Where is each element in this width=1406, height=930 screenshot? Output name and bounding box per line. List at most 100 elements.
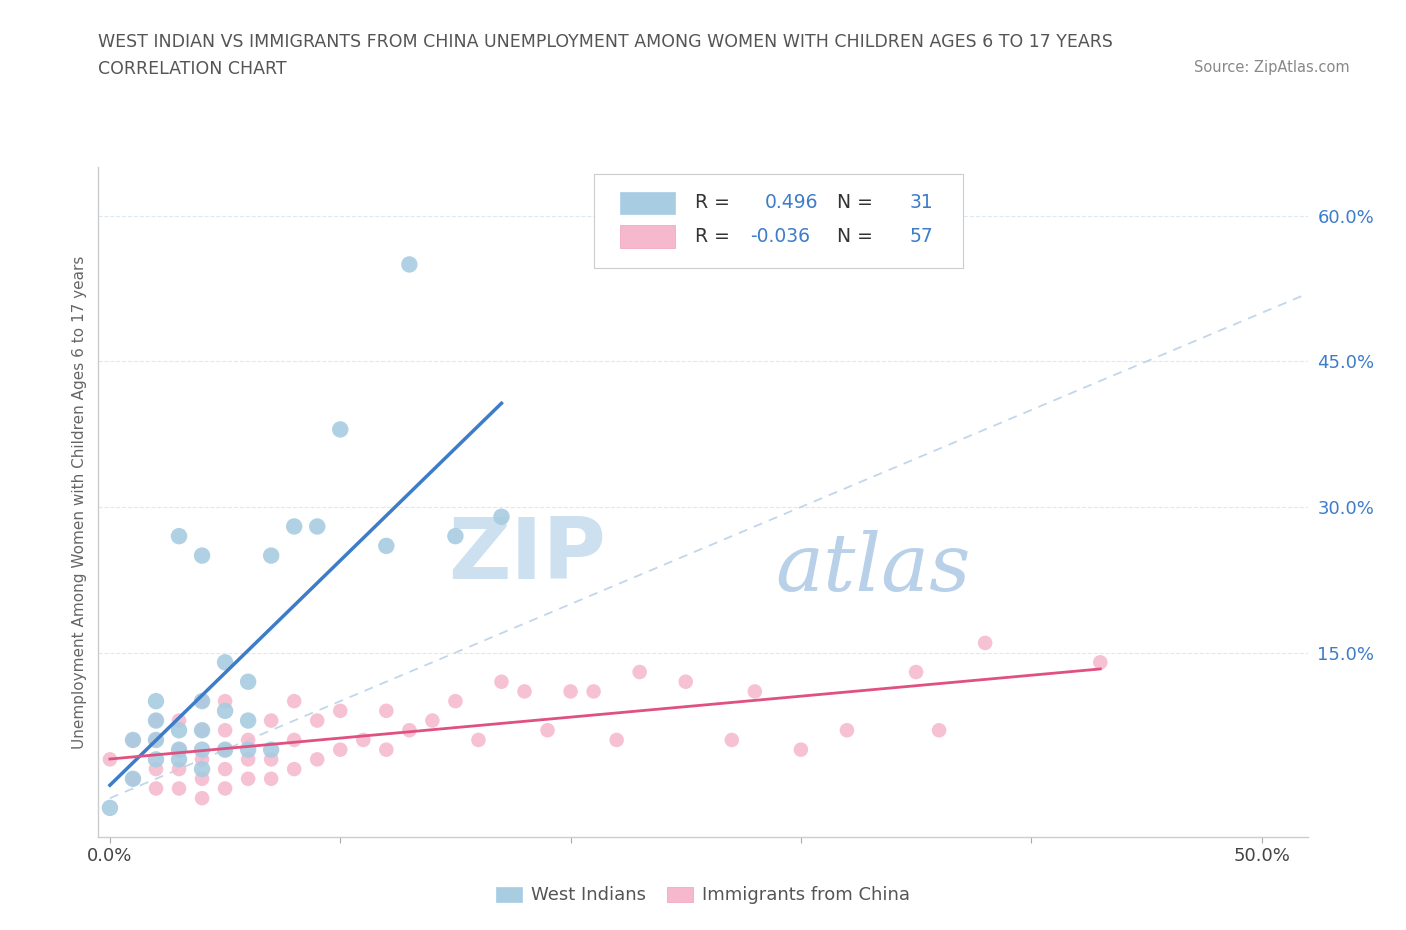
Point xyxy=(283,733,305,748)
Legend: West Indians, Immigrants from China: West Indians, Immigrants from China xyxy=(489,879,917,911)
Point xyxy=(214,655,236,670)
Point xyxy=(283,519,305,534)
Point xyxy=(536,723,558,737)
Point xyxy=(145,694,167,709)
Text: N =: N = xyxy=(837,193,879,212)
Point xyxy=(145,713,167,728)
Point xyxy=(214,762,236,777)
Point xyxy=(375,538,398,553)
Text: 31: 31 xyxy=(910,193,934,212)
Point xyxy=(191,548,214,563)
Point xyxy=(1090,655,1112,670)
Point xyxy=(606,733,628,748)
Text: Source: ZipAtlas.com: Source: ZipAtlas.com xyxy=(1194,60,1350,75)
Point xyxy=(145,762,167,777)
Text: R =: R = xyxy=(695,193,735,212)
Point xyxy=(260,713,283,728)
Point xyxy=(236,733,259,748)
Point xyxy=(628,665,651,680)
Point xyxy=(375,703,398,718)
Point xyxy=(236,742,259,757)
Point xyxy=(329,422,352,437)
Point xyxy=(236,713,259,728)
Text: R =: R = xyxy=(695,227,735,246)
Point xyxy=(145,713,167,728)
Point xyxy=(329,742,352,757)
Text: -0.036: -0.036 xyxy=(751,227,810,246)
FancyBboxPatch shape xyxy=(620,225,675,247)
Text: atlas: atlas xyxy=(776,530,972,608)
Point xyxy=(513,684,536,698)
Point xyxy=(145,781,167,796)
Point xyxy=(790,742,813,757)
Point xyxy=(236,674,259,689)
Point xyxy=(444,694,467,709)
Text: 0.496: 0.496 xyxy=(765,193,818,212)
Point xyxy=(145,733,167,748)
Y-axis label: Unemployment Among Women with Children Ages 6 to 17 years: Unemployment Among Women with Children A… xyxy=(72,256,87,749)
Point xyxy=(720,733,742,748)
Point xyxy=(167,752,190,767)
Point xyxy=(236,771,259,786)
Point xyxy=(905,665,928,680)
Point xyxy=(167,742,190,757)
Point xyxy=(191,771,214,786)
Point xyxy=(191,752,214,767)
FancyBboxPatch shape xyxy=(595,174,963,268)
Point xyxy=(928,723,950,737)
Point xyxy=(974,635,997,650)
Point xyxy=(191,694,214,709)
Point xyxy=(167,742,190,757)
Point xyxy=(214,723,236,737)
Point xyxy=(236,752,259,767)
Point xyxy=(191,790,214,805)
FancyBboxPatch shape xyxy=(620,192,675,214)
Point xyxy=(260,771,283,786)
Point xyxy=(191,723,214,737)
Point xyxy=(260,742,283,757)
Point xyxy=(260,752,283,767)
Point xyxy=(122,771,145,786)
Point xyxy=(122,733,145,748)
Point xyxy=(214,742,236,757)
Point xyxy=(744,684,766,698)
Point xyxy=(352,733,374,748)
Point xyxy=(491,510,513,525)
Text: WEST INDIAN VS IMMIGRANTS FROM CHINA UNEMPLOYMENT AMONG WOMEN WITH CHILDREN AGES: WEST INDIAN VS IMMIGRANTS FROM CHINA UNE… xyxy=(98,33,1114,50)
Point xyxy=(283,694,305,709)
Point xyxy=(375,742,398,757)
Point xyxy=(467,733,489,748)
Point xyxy=(444,529,467,544)
Point xyxy=(214,742,236,757)
Point xyxy=(98,752,121,767)
Point xyxy=(214,781,236,796)
Point xyxy=(191,742,214,757)
Point xyxy=(167,781,190,796)
Point xyxy=(191,762,214,777)
Text: 57: 57 xyxy=(910,227,934,246)
Point xyxy=(491,674,513,689)
Point xyxy=(675,674,697,689)
Point xyxy=(329,703,352,718)
Point xyxy=(422,713,444,728)
Point xyxy=(145,752,167,767)
Point xyxy=(398,257,420,272)
Point xyxy=(167,762,190,777)
Point xyxy=(835,723,858,737)
Point xyxy=(167,713,190,728)
Point xyxy=(307,519,329,534)
Point xyxy=(122,771,145,786)
Point xyxy=(307,713,329,728)
Point xyxy=(283,762,305,777)
Point xyxy=(98,801,121,816)
Text: ZIP: ZIP xyxy=(449,514,606,597)
Point xyxy=(260,548,283,563)
Point xyxy=(560,684,582,698)
Point xyxy=(307,752,329,767)
Point xyxy=(214,694,236,709)
Point xyxy=(167,723,190,737)
Point xyxy=(582,684,605,698)
Point xyxy=(191,694,214,709)
Text: CORRELATION CHART: CORRELATION CHART xyxy=(98,60,287,78)
Point xyxy=(191,723,214,737)
